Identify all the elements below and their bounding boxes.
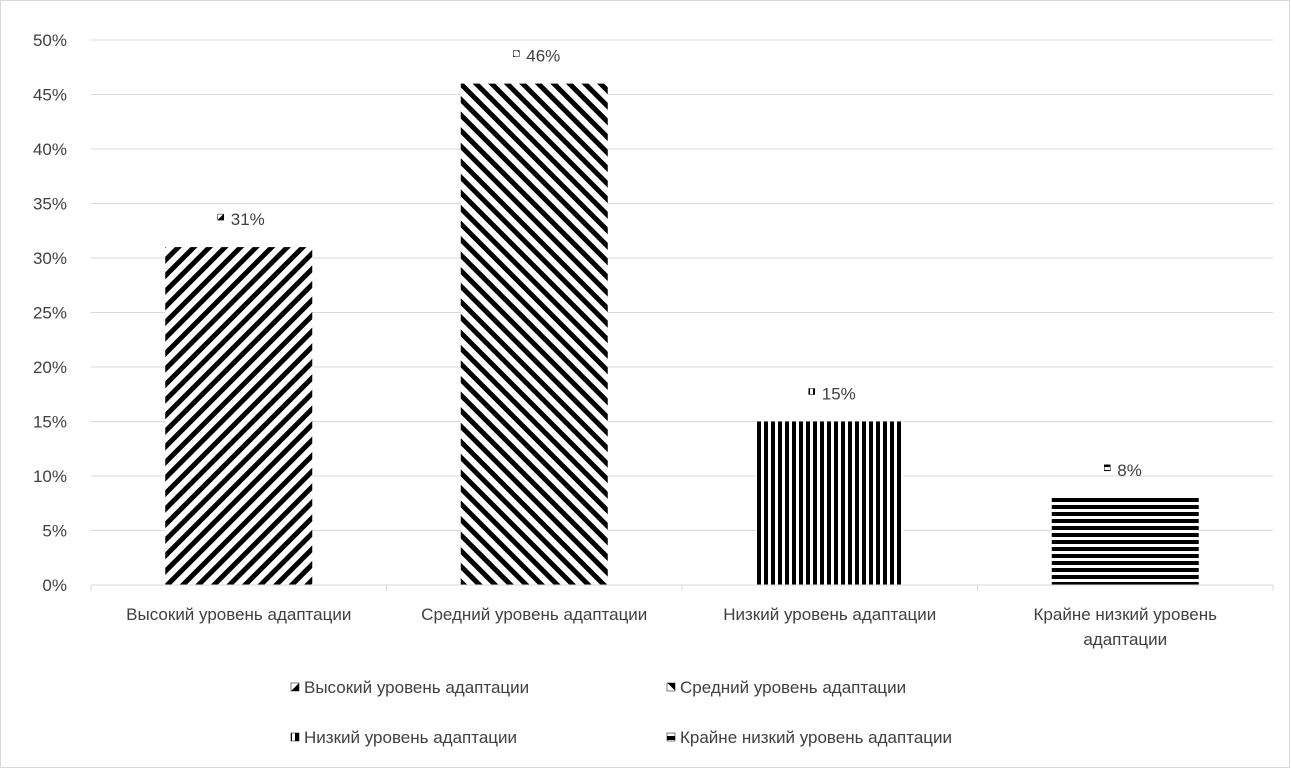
y-tick-label: 50% bbox=[33, 31, 67, 50]
data-label-key bbox=[1104, 464, 1111, 472]
x-category-label: Крайне низкий уровень адаптации bbox=[1034, 605, 1218, 649]
x-category-label: Высокий уровень адаптации bbox=[126, 605, 351, 624]
data-labels: 31% 46% 15% 8% bbox=[217, 47, 1142, 480]
legend-label: Средний уровень адаптации bbox=[680, 678, 906, 697]
x-axis-category-labels: Высокий уровень адаптации Средний уровень… bbox=[126, 605, 1217, 649]
legend-item: Крайне низкий уровень адаптации bbox=[666, 728, 952, 747]
x-category-label: Низкий уровень адаптации bbox=[723, 605, 936, 624]
legend-label: Высокий уровень адаптации bbox=[304, 678, 529, 697]
legend-swatch bbox=[666, 682, 676, 692]
y-axis-tick-labels: 0% 5% 10% 15% 20% 25% 30% 35% 40% 45% 50% bbox=[33, 31, 67, 595]
bar bbox=[460, 83, 608, 585]
data-label: 46% bbox=[526, 47, 560, 66]
legend-label: Крайне низкий уровень адаптации bbox=[680, 728, 952, 747]
bars bbox=[165, 83, 1199, 585]
legend-item: Низкий уровень адаптации bbox=[290, 728, 517, 747]
legend-item: Высокий уровень адаптации bbox=[290, 678, 529, 697]
y-tick-label: 10% bbox=[33, 467, 67, 486]
bar bbox=[1051, 497, 1199, 585]
y-tick-label: 0% bbox=[42, 576, 67, 595]
legend: Высокий уровень адаптации Средний уровень… bbox=[290, 678, 952, 747]
legend-label: Низкий уровень адаптации bbox=[304, 728, 517, 747]
y-tick-label: 15% bbox=[33, 413, 67, 432]
y-tick-label: 45% bbox=[33, 86, 67, 105]
x-category-label: Средний уровень адаптации bbox=[421, 605, 647, 624]
legend-item: Средний уровень адаптации bbox=[666, 678, 906, 697]
data-label-key bbox=[217, 213, 224, 221]
bar bbox=[165, 247, 313, 585]
data-label: 15% bbox=[822, 385, 856, 404]
y-tick-label: 40% bbox=[33, 140, 67, 159]
data-label: 31% bbox=[231, 210, 265, 229]
y-tick-label: 20% bbox=[33, 358, 67, 377]
legend-swatch bbox=[290, 682, 300, 692]
y-tick-label: 30% bbox=[33, 249, 67, 268]
y-tick-label: 25% bbox=[33, 304, 67, 323]
y-tick-label: 35% bbox=[33, 195, 67, 214]
y-tick-label: 5% bbox=[42, 522, 67, 541]
data-label-key bbox=[808, 388, 815, 395]
legend-swatch bbox=[666, 732, 676, 742]
x-axis bbox=[90, 584, 1274, 591]
data-label-key bbox=[513, 50, 520, 57]
data-label: 8% bbox=[1117, 461, 1142, 480]
legend-swatch bbox=[290, 732, 300, 742]
bar bbox=[756, 421, 904, 585]
